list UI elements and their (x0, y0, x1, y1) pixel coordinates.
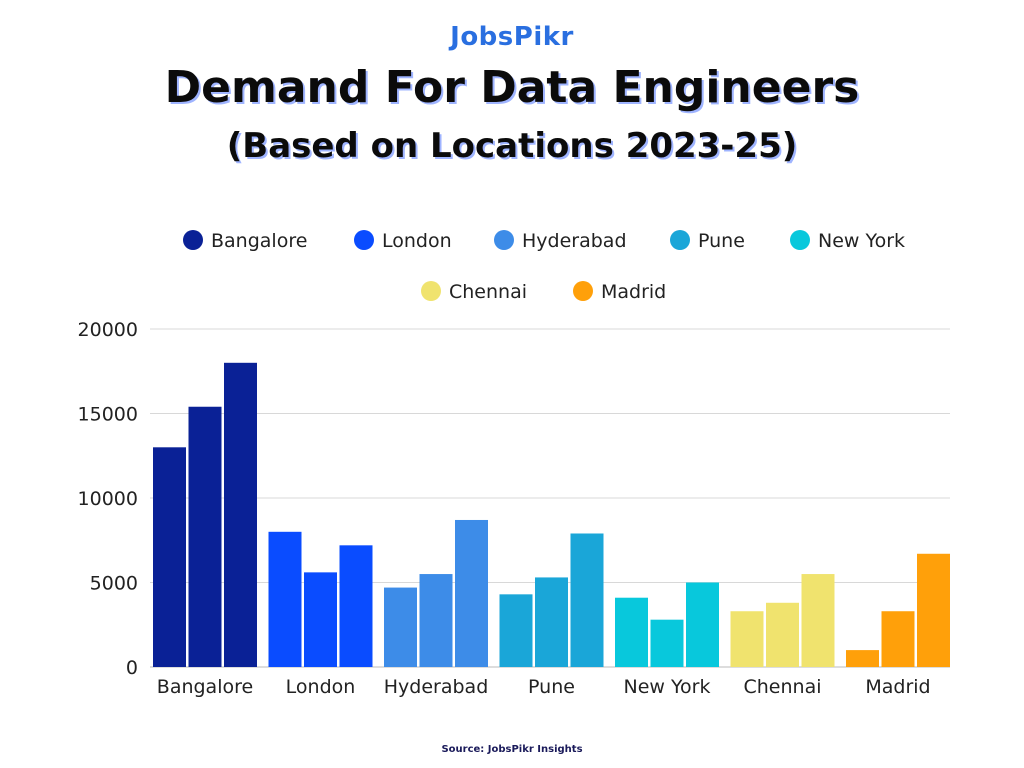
y-tick-label: 15000 (78, 404, 138, 426)
legend-marker (421, 281, 441, 301)
bar (304, 572, 337, 667)
bar (499, 594, 533, 667)
legend-marker (494, 230, 514, 250)
bar (188, 406, 222, 667)
bar (384, 587, 417, 667)
legend-marker (670, 230, 690, 250)
x-tick-label: Hyderabad (384, 676, 489, 698)
source-note: Source: JobsPikr Insights (441, 744, 583, 755)
chart-title: Demand For Data Engineers (164, 62, 860, 113)
bar (801, 574, 835, 667)
y-tick-label: 0 (126, 657, 138, 679)
y-tick-label: 5000 (90, 573, 138, 595)
bar (535, 577, 568, 667)
legend-label: Bangalore (211, 230, 307, 252)
bar (730, 611, 764, 667)
bar (686, 582, 719, 667)
x-tick-label: New York (623, 676, 710, 698)
legend-marker (790, 230, 810, 250)
x-tick-label: Madrid (865, 676, 930, 698)
bar (766, 602, 799, 667)
x-tick-label: Bangalore (157, 676, 253, 698)
bar (570, 533, 604, 667)
bar (917, 553, 950, 667)
legend-label: Pune (698, 230, 745, 252)
x-tick-label: London (286, 676, 356, 698)
legend-label: Hyderabad (522, 230, 627, 252)
bar (615, 597, 648, 667)
legend-label: Chennai (449, 281, 527, 303)
bar (650, 619, 684, 667)
y-tick-label: 20000 (78, 319, 138, 341)
legend-label: London (382, 230, 452, 252)
bar (339, 545, 373, 667)
legend-marker (573, 281, 593, 301)
bar (224, 362, 257, 667)
y-tick-label: 10000 (78, 488, 138, 510)
bar (153, 447, 186, 667)
jobspikr-logo: JobsPikr (450, 22, 574, 52)
bar (419, 574, 453, 667)
legend-label: New York (818, 230, 905, 252)
x-tick-label: Pune (528, 676, 575, 698)
legend-label: Madrid (601, 281, 666, 303)
bar (455, 519, 488, 667)
bar (881, 611, 915, 667)
x-tick-label: Chennai (743, 676, 821, 698)
chart-subtitle: (Based on Locations 2023-25) (226, 126, 798, 166)
legend-marker (183, 230, 203, 250)
bar (846, 650, 879, 667)
bar (268, 531, 302, 667)
legend-marker (354, 230, 374, 250)
